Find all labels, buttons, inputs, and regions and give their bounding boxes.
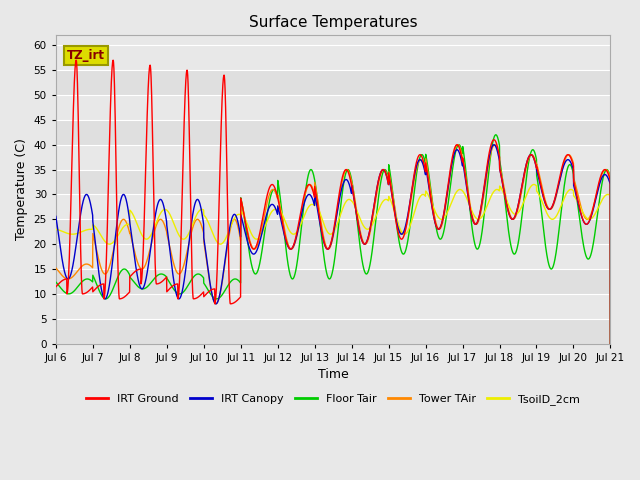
Legend: IRT Ground, IRT Canopy, Floor Tair, Tower TAir, TsoilD_2cm: IRT Ground, IRT Canopy, Floor Tair, Towe… <box>82 389 584 409</box>
Bar <box>56 169 611 194</box>
Bar <box>56 319 611 344</box>
Bar <box>56 194 611 219</box>
Bar <box>56 269 611 294</box>
Bar <box>56 244 611 269</box>
Bar <box>56 95 611 120</box>
Text: TZ_irt: TZ_irt <box>67 49 105 62</box>
X-axis label: Time: Time <box>318 368 349 381</box>
Bar <box>56 144 611 169</box>
Bar <box>56 294 611 319</box>
Bar <box>56 120 611 144</box>
Bar <box>56 45 611 70</box>
Y-axis label: Temperature (C): Temperature (C) <box>15 139 28 240</box>
Title: Surface Temperatures: Surface Temperatures <box>249 15 417 30</box>
Bar <box>56 70 611 95</box>
Bar <box>56 219 611 244</box>
